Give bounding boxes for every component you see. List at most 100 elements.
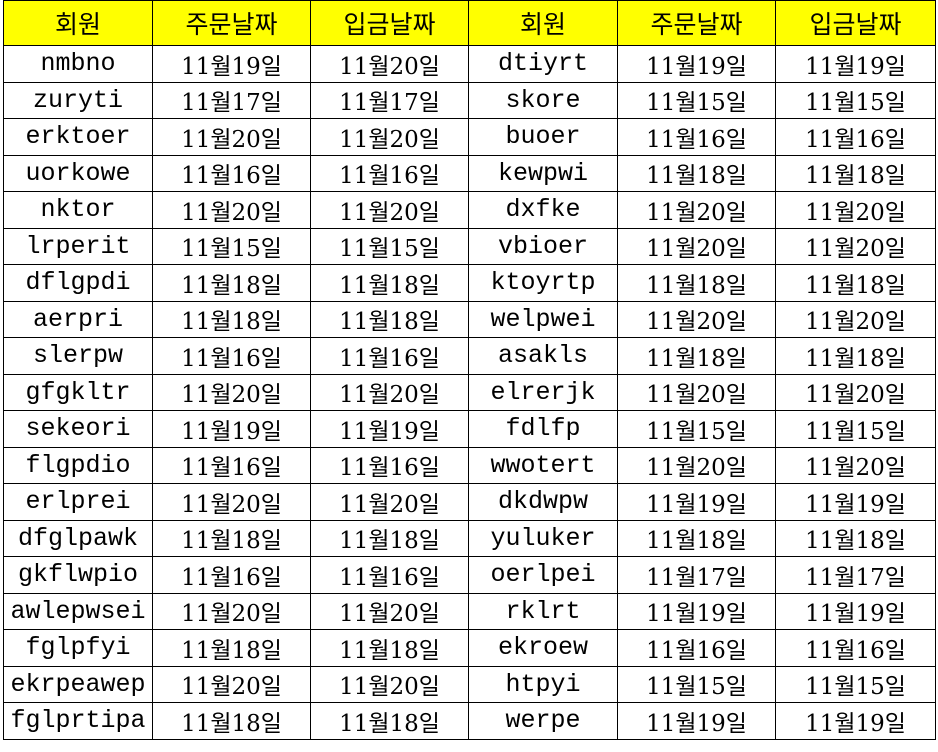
payment-date-cell[interactable]: 11월18일 [775,519,936,557]
member-cell[interactable]: dflgpdi [3,264,153,302]
member-cell[interactable]: fglpfyi [3,629,153,667]
header-order-date[interactable]: 주문날짜 [152,0,311,46]
order-date-cell[interactable]: 11월18일 [152,300,311,338]
order-date-cell[interactable]: 11월18일 [617,519,776,557]
order-date-cell[interactable]: 11월18일 [152,264,311,302]
member-cell[interactable]: gkflwpio [3,556,153,594]
payment-date-cell[interactable]: 11월19일 [775,702,936,740]
order-date-cell[interactable]: 11월19일 [152,410,311,448]
payment-date-cell[interactable]: 11월19일 [310,410,469,448]
payment-date-cell[interactable]: 11월19일 [775,592,936,630]
order-date-cell[interactable]: 11월18일 [152,702,311,740]
member-cell[interactable]: fdlfp [468,410,618,448]
member-cell[interactable]: yuluker [468,519,618,557]
order-date-cell[interactable]: 11월15일 [617,410,776,448]
order-date-cell[interactable]: 11월20일 [152,483,311,521]
payment-date-cell[interactable]: 11월20일 [775,227,936,265]
payment-date-cell[interactable]: 11월20일 [775,191,936,229]
member-cell[interactable]: ekroew [468,629,618,667]
member-cell[interactable]: erktoer [3,118,153,156]
member-cell[interactable]: skore [468,81,618,119]
order-date-cell[interactable]: 11월19일 [617,702,776,740]
member-cell[interactable]: awlepwsei [3,592,153,630]
payment-date-cell[interactable]: 11월18일 [310,519,469,557]
order-date-cell[interactable]: 11월15일 [617,81,776,119]
order-date-cell[interactable]: 11월15일 [617,665,776,703]
order-date-cell[interactable]: 11월18일 [152,519,311,557]
payment-date-cell[interactable]: 11월20일 [310,118,469,156]
order-date-cell[interactable]: 11월20일 [152,665,311,703]
member-cell[interactable]: dxfke [468,191,618,229]
order-date-cell[interactable]: 11월19일 [152,45,311,83]
member-cell[interactable]: werpe [468,702,618,740]
order-date-cell[interactable]: 11월17일 [617,556,776,594]
payment-date-cell[interactable]: 11월15일 [775,665,936,703]
member-cell[interactable]: sekeori [3,410,153,448]
member-cell[interactable]: erlprei [3,483,153,521]
header-order-date-2[interactable]: 주문날짜 [617,0,776,46]
order-date-cell[interactable]: 11월19일 [617,592,776,630]
order-date-cell[interactable]: 11월19일 [617,45,776,83]
order-date-cell[interactable]: 11월20일 [617,300,776,338]
payment-date-cell[interactable]: 11월17일 [775,556,936,594]
payment-date-cell[interactable]: 11월20일 [310,191,469,229]
payment-date-cell[interactable]: 11월20일 [310,483,469,521]
member-cell[interactable]: rklrt [468,592,618,630]
header-member-2[interactable]: 회원 [468,0,618,46]
member-cell[interactable]: lrperit [3,227,153,265]
member-cell[interactable]: asakls [468,337,618,375]
order-date-cell[interactable]: 11월19일 [617,483,776,521]
member-cell[interactable]: oerlpei [468,556,618,594]
member-cell[interactable]: dfglpawk [3,519,153,557]
member-cell[interactable]: aerpri [3,300,153,338]
payment-date-cell[interactable]: 11월20일 [310,373,469,411]
member-cell[interactable]: nmbno [3,45,153,83]
payment-date-cell[interactable]: 11월19일 [775,45,936,83]
member-cell[interactable]: dkdwpw [468,483,618,521]
order-date-cell[interactable]: 11월17일 [152,81,311,119]
member-cell[interactable]: dtiyrt [468,45,618,83]
order-date-cell[interactable]: 11월16일 [152,337,311,375]
order-date-cell[interactable]: 11월20일 [617,373,776,411]
order-date-cell[interactable]: 11월20일 [617,191,776,229]
payment-date-cell[interactable]: 11월16일 [310,446,469,484]
payment-date-cell[interactable]: 11월20일 [310,665,469,703]
payment-date-cell[interactable]: 11월18일 [310,629,469,667]
payment-date-cell[interactable]: 11월18일 [310,300,469,338]
member-cell[interactable]: fglprtipa [3,702,153,740]
order-date-cell[interactable]: 11월20일 [152,592,311,630]
payment-date-cell[interactable]: 11월20일 [775,300,936,338]
header-payment-date[interactable]: 입금날짜 [310,0,469,46]
member-cell[interactable]: gfgkltr [3,373,153,411]
payment-date-cell[interactable]: 11월16일 [310,337,469,375]
payment-date-cell[interactable]: 11월20일 [775,446,936,484]
order-date-cell[interactable]: 11월20일 [617,446,776,484]
payment-date-cell[interactable]: 11월16일 [775,629,936,667]
order-date-cell[interactable]: 11월18일 [152,629,311,667]
payment-date-cell[interactable]: 11월16일 [310,556,469,594]
member-cell[interactable]: buoer [468,118,618,156]
member-cell[interactable]: ekrpeawep [3,665,153,703]
payment-date-cell[interactable]: 11월18일 [775,154,936,192]
order-date-cell[interactable]: 11월15일 [152,227,311,265]
header-payment-date-2[interactable]: 입금날짜 [775,0,936,46]
member-cell[interactable]: ktoyrtp [468,264,618,302]
order-date-cell[interactable]: 11월16일 [617,629,776,667]
member-cell[interactable]: wwotert [468,446,618,484]
order-date-cell[interactable]: 11월18일 [617,264,776,302]
member-cell[interactable]: zuryti [3,81,153,119]
order-date-cell[interactable]: 11월20일 [152,191,311,229]
header-member[interactable]: 회원 [3,0,153,46]
member-cell[interactable]: kewpwi [468,154,618,192]
order-date-cell[interactable]: 11월16일 [617,118,776,156]
payment-date-cell[interactable]: 11월16일 [310,154,469,192]
payment-date-cell[interactable]: 11월15일 [775,410,936,448]
member-cell[interactable]: htpyi [468,665,618,703]
member-cell[interactable]: flgpdio [3,446,153,484]
order-date-cell[interactable]: 11월18일 [617,154,776,192]
member-cell[interactable]: slerpw [3,337,153,375]
order-date-cell[interactable]: 11월20일 [617,227,776,265]
order-date-cell[interactable]: 11월16일 [152,556,311,594]
payment-date-cell[interactable]: 11월18일 [310,702,469,740]
member-cell[interactable]: elrerjk [468,373,618,411]
